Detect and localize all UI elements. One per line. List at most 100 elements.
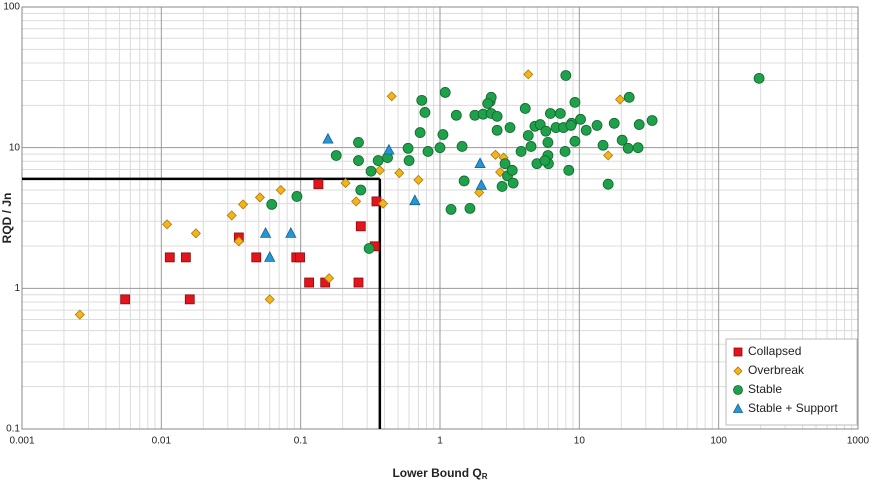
point [351,196,362,207]
x-tick-label: 0.01 [152,436,172,447]
point [353,155,364,166]
point [491,124,503,136]
point [259,226,272,238]
point [475,178,487,190]
y-tick-label: 10 [9,142,21,153]
point [313,179,324,190]
point [515,146,527,157]
point [266,199,278,210]
point [545,108,556,119]
y-tick-label: 0.1 [6,424,20,435]
point [602,178,614,190]
point [540,125,552,137]
point [413,174,424,185]
point [507,177,519,189]
legend-box [725,338,858,426]
point [330,150,342,161]
point [372,155,384,166]
point [753,72,765,84]
point [374,165,385,176]
point [409,194,421,206]
point [539,155,551,166]
point [560,70,572,81]
y-axis-label: RQD / Jn [0,193,14,244]
point [616,134,628,146]
x-label-main: Lower Bound Q [392,466,481,480]
point [419,107,431,118]
legend: Collapsed Overbreak Stable Stable + Support [725,338,858,426]
point [233,236,244,247]
point [445,204,457,215]
point [491,110,503,122]
point [237,199,249,210]
point [403,155,415,166]
point [416,94,428,106]
point [355,221,366,232]
point [422,146,434,157]
point [474,187,485,198]
x-tick-label: 10 [574,436,586,447]
point [264,251,276,262]
point [162,219,173,230]
point [377,198,389,209]
point [591,119,603,131]
point [623,91,635,103]
point [542,137,554,148]
point [394,167,405,179]
point [603,150,614,161]
point [439,87,451,98]
point [304,277,315,288]
point [496,181,508,192]
legend-marker [733,385,743,395]
point [355,184,367,196]
point [184,294,195,305]
point [622,142,634,154]
x-tick-label: 100 [710,436,727,447]
point [565,119,577,131]
point [285,226,297,238]
point [437,129,449,140]
legend-label: Overbreak [748,363,805,377]
point [608,117,620,129]
point [499,158,511,170]
point [563,164,575,176]
legend-label: Stable + Support [748,401,838,415]
point [264,294,275,305]
x-tick-label: 0.1 [294,436,308,447]
point [464,203,476,214]
point [632,142,644,154]
point [295,252,305,263]
point [275,184,286,196]
point [74,309,85,320]
point [482,98,494,109]
point [646,115,658,126]
point [414,127,426,138]
point [554,108,566,119]
point [251,252,262,263]
point [254,192,265,203]
point [580,124,592,136]
point [575,113,586,125]
x-tick-label: 1000 [847,436,870,447]
legend-marker [733,347,743,357]
y-tick-label: 1 [14,283,20,294]
x-label-subscript: R [482,472,488,481]
point [569,135,581,147]
point [363,243,375,254]
point [504,122,516,133]
x-tick-label: 0.001 [9,436,34,447]
grid-layer [21,6,859,430]
point [474,157,486,169]
point [365,165,377,177]
point [353,137,364,148]
x-axis-label: Lower Bound QR [392,466,487,481]
legend-marker [732,403,744,413]
point [226,210,237,221]
point [291,191,303,202]
point [402,142,414,154]
point [633,119,645,130]
point [340,178,351,189]
point [434,142,446,154]
point [190,228,201,239]
